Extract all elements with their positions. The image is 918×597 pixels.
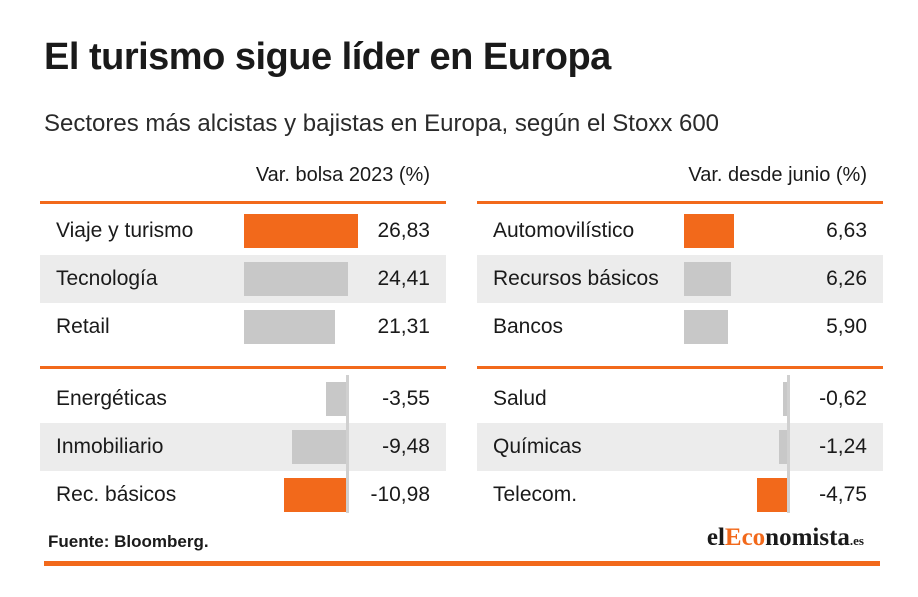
value-label: -9,48 <box>382 435 430 458</box>
value-label: 5,90 <box>826 315 867 338</box>
zero-axis <box>346 375 349 513</box>
bar <box>783 382 787 416</box>
panel-header-label: Var. desde junio (%) <box>688 164 867 186</box>
bar <box>757 478 787 512</box>
category-label: Telecom. <box>493 483 578 506</box>
rows-top: Automovilístico 6,63 Recursos básicos 6,26 B… <box>477 207 883 351</box>
chart-title: El turismo sigue líder en Europa <box>44 36 611 78</box>
value-label: -4,75 <box>819 483 867 506</box>
value-label: -3,55 <box>382 387 430 410</box>
bar <box>244 214 358 248</box>
value-label: 21,31 <box>377 315 430 338</box>
category-label: Bancos <box>493 315 564 338</box>
bar <box>684 214 734 248</box>
bar <box>779 430 787 464</box>
category-label: Salud <box>493 387 547 410</box>
panel-header: Var. bolsa 2023 (%) <box>40 160 446 204</box>
category-label: Tecnología <box>56 267 158 290</box>
bar <box>325 382 346 416</box>
bar <box>684 310 729 344</box>
category-label: Recursos básicos <box>493 267 659 290</box>
value-label: 24,41 <box>377 267 430 290</box>
value-label: -1,24 <box>819 435 867 458</box>
section-divider <box>40 366 446 369</box>
bar <box>244 310 335 344</box>
category-label: Viaje y turismo <box>56 219 194 242</box>
panel-right: Var. desde junio (%) Automovilístico 6,63… <box>477 160 883 519</box>
category-label: Energéticas <box>56 387 167 410</box>
value-label: -0,62 <box>819 387 867 410</box>
table-row: Salud -0,62 <box>477 375 883 423</box>
source-note: Fuente: Bloomberg. <box>48 532 209 551</box>
value-label: -10,98 <box>370 483 430 506</box>
category-label: Automovilístico <box>493 219 635 242</box>
table-row: Rec. básicos -10,98 <box>40 471 446 519</box>
table-row: Energéticas -3,55 <box>40 375 446 423</box>
brand-logo: elEconomista.es <box>707 524 864 552</box>
category-label: Retail <box>56 315 110 338</box>
bar <box>684 262 732 296</box>
rows-bottom: Salud -0,62 Químicas -1,24 Telecom. -4,75 <box>477 375 883 519</box>
table-row: Retail 21,31 <box>40 303 446 351</box>
table-row: Automovilístico 6,63 <box>477 207 883 255</box>
footer-rule <box>44 561 880 566</box>
value-label: 6,63 <box>826 219 867 242</box>
rows-top: Viaje y turismo 26,83 Tecnología 24,41 Retai… <box>40 207 446 351</box>
panel-header-label: Var. bolsa 2023 (%) <box>255 164 430 186</box>
bar <box>244 262 348 296</box>
bar <box>284 478 346 512</box>
logo-rest: nomista <box>765 524 850 551</box>
value-label: 6,26 <box>826 267 867 290</box>
table-row: Telecom. -4,75 <box>477 471 883 519</box>
logo-accent: Eco <box>724 524 766 551</box>
table-row: Recursos básicos 6,26 <box>477 255 883 303</box>
table-row: Inmobiliario -9,48 <box>40 423 446 471</box>
section-divider <box>477 366 883 369</box>
logo-prefix: el <box>706 524 725 551</box>
category-label: Químicas <box>493 435 582 458</box>
value-label: 26,83 <box>377 219 430 242</box>
table-row: Viaje y turismo 26,83 <box>40 207 446 255</box>
panel-left: Var. bolsa 2023 (%) Viaje y turismo 26,83… <box>40 160 446 519</box>
zero-axis <box>787 375 790 513</box>
rows-bottom: Energéticas -3,55 Inmobiliario -9,48 Rec. bá… <box>40 375 446 519</box>
bar <box>292 430 346 464</box>
table-row: Químicas -1,24 <box>477 423 883 471</box>
category-label: Rec. básicos <box>56 483 177 506</box>
table-row: Bancos 5,90 <box>477 303 883 351</box>
table-row: Tecnología 24,41 <box>40 255 446 303</box>
logo-tld: .es <box>849 533 864 548</box>
panel-header: Var. desde junio (%) <box>477 160 883 204</box>
chart-subtitle: Sectores más alcistas y bajistas en Euro… <box>44 110 720 137</box>
category-label: Inmobiliario <box>56 435 164 458</box>
